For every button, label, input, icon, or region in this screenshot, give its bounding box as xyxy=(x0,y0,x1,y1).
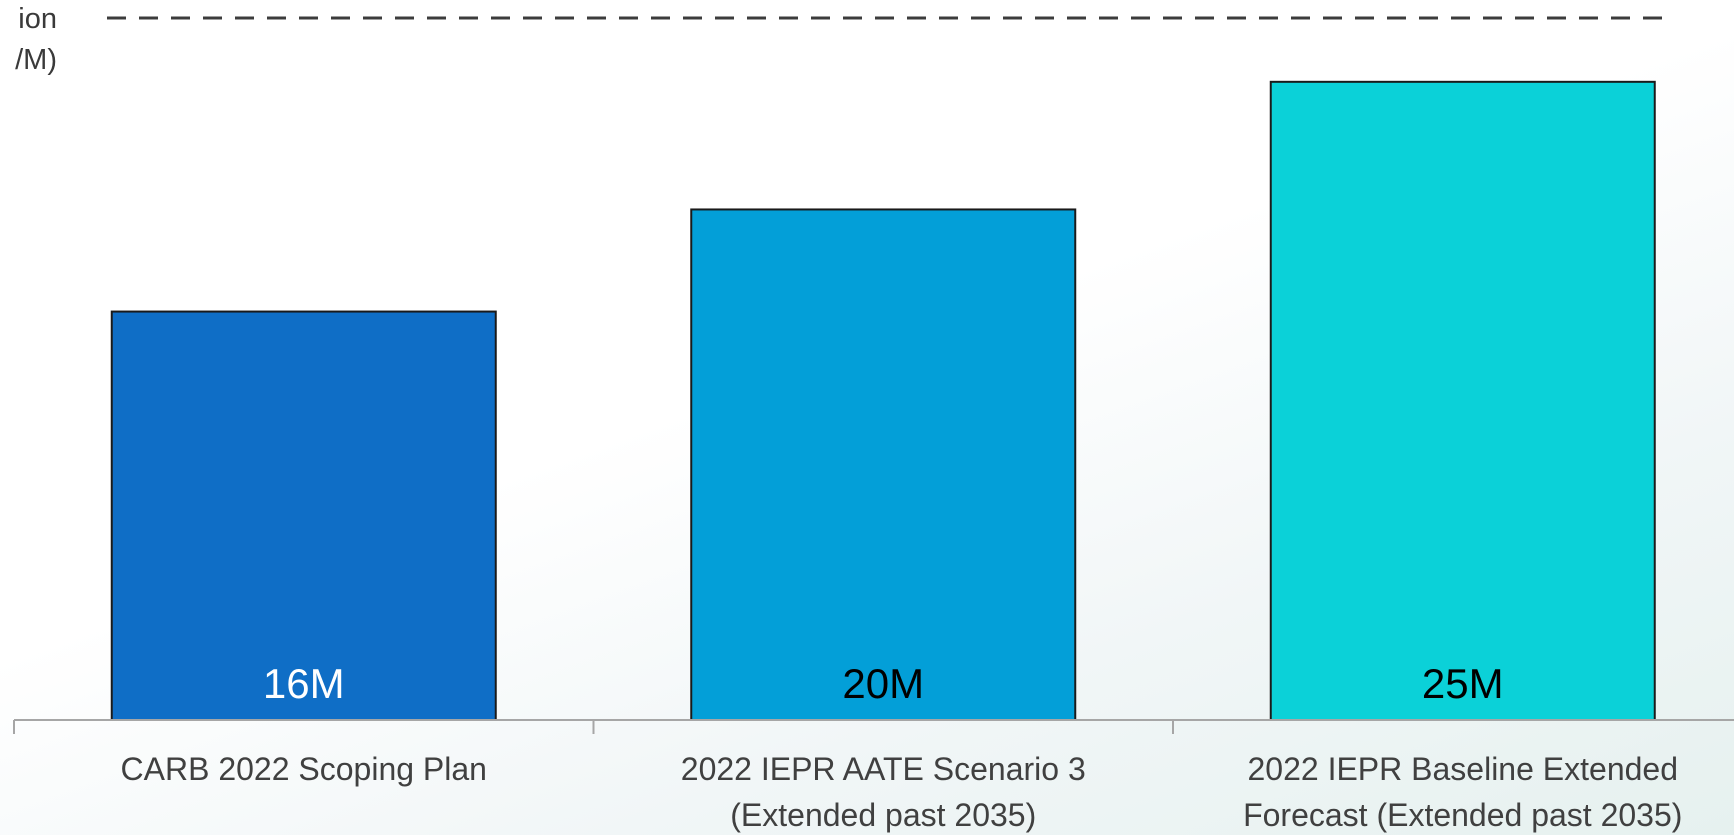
legend-text-line-1: ion xyxy=(18,3,57,35)
category-label-3-line-1: 2022 IEPR Baseline Extended xyxy=(1247,751,1678,787)
category-label-2-line-2: (Extended past 2035) xyxy=(730,797,1036,833)
data-label-2: 20M xyxy=(842,660,924,707)
legend-text-line-2: /M) xyxy=(15,44,57,76)
category-label-1-line-1: CARB 2022 Scoping Plan xyxy=(121,751,487,787)
bar-2 xyxy=(690,208,1077,721)
category-label-3-line-2: Forecast (Extended past 2035) xyxy=(1243,797,1682,833)
bar-1 xyxy=(110,310,497,721)
data-label-1: 16M xyxy=(263,660,345,707)
category-label-2-line-1: 2022 IEPR AATE Scenario 3 xyxy=(681,751,1086,787)
bar-3 xyxy=(1269,80,1656,722)
data-label-3: 25M xyxy=(1422,660,1504,707)
